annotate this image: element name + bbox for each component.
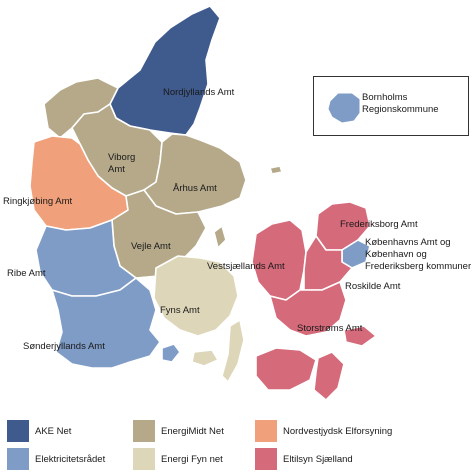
region-aarhus[interactable] <box>143 133 247 215</box>
region-mon[interactable] <box>343 325 377 347</box>
region-vestsjaellands[interactable] <box>251 219 307 301</box>
bornholm-island[interactable] <box>324 87 364 127</box>
legend-swatch <box>7 448 29 470</box>
bornholm-inset: Bornholms Regionskommune <box>313 76 469 136</box>
label-ribe: Ribe Amt <box>7 268 46 279</box>
legend-swatch <box>255 420 277 442</box>
region-sonderjyllands[interactable] <box>51 277 161 369</box>
label-ringkobing: Ringkjøbing Amt <box>3 196 73 207</box>
region-lolland[interactable] <box>255 347 317 391</box>
region-langeland[interactable] <box>221 319 245 383</box>
denmark-map: Nordjyllands Amt Viborg Amt Ringkjøbing … <box>3 5 471 401</box>
legend-label: Eltilsyn Sjælland <box>283 453 353 465</box>
region-falster[interactable] <box>313 351 345 401</box>
label-aarhus: Århus Amt <box>173 183 217 194</box>
legend-swatch <box>133 420 155 442</box>
label-viborg-2: Amt <box>108 164 125 175</box>
legend-item-energi-fyn: Energi Fyn net <box>133 448 223 470</box>
label-frederiksborg: Frederiksborg Amt <box>340 219 418 230</box>
legend-label: Energi Fyn net <box>161 453 223 465</box>
region-als[interactable] <box>161 343 181 363</box>
label-vejle: Vejle Amt <box>131 241 171 252</box>
legend-label: AKE Net <box>35 425 72 437</box>
region-nordjyllands[interactable] <box>109 5 221 136</box>
legend-item-energimidt: EnergiMidt Net <box>133 420 224 442</box>
label-vestsjaellands: Vestsjællands Amt <box>207 261 285 272</box>
label-nordjyllands: Nordjyllands Amt <box>163 87 235 98</box>
region-roskilde[interactable] <box>303 235 353 291</box>
region-samso[interactable] <box>213 225 227 249</box>
legend-item-eltilsyn: Eltilsyn Sjælland <box>255 448 353 470</box>
label-roskilde: Roskilde Amt <box>345 281 401 292</box>
legend-label: EnergiMidt Net <box>161 425 224 437</box>
label-kobenhavn-1: Københavns Amt og <box>365 237 451 248</box>
legend-item-nve: Nordvestjydsk Elforsyning <box>255 420 392 442</box>
legend-swatch <box>133 448 155 470</box>
region-aero[interactable] <box>191 349 219 367</box>
bornholm-label: Bornholms Regionskommune <box>362 92 467 116</box>
label-fyns: Fyns Amt <box>160 305 200 316</box>
region-storstroms[interactable] <box>269 281 347 337</box>
region-anholt[interactable] <box>269 165 283 175</box>
legend-swatch <box>255 448 277 470</box>
legend-item-ake-net: AKE Net <box>7 420 71 442</box>
label-sonderjyllands: Sønderjyllands Amt <box>23 341 105 352</box>
bornholm-label-line1: Bornholms <box>362 92 408 103</box>
label-viborg-1: Viborg <box>108 152 135 163</box>
label-kobenhavn-2: København og <box>365 249 427 260</box>
legend-label: Elektricitetsrådet <box>35 453 106 465</box>
legend-item-elektricitetsraadet: Elektricitetsrådet <box>7 448 105 470</box>
legend: AKE Net EnergiMidt Net Nordvestjydsk Elf… <box>0 418 475 472</box>
legend-label: Nordvestjydsk Elforsyning <box>283 425 393 437</box>
region-fyn[interactable] <box>153 255 239 337</box>
label-storstroms: Storstrøms Amt <box>297 323 363 334</box>
legend-swatch <box>7 420 29 442</box>
bornholm-label-line2: Regionskommune <box>362 104 439 115</box>
label-kobenhavn-3: Frederiksberg kommuner <box>365 261 471 272</box>
